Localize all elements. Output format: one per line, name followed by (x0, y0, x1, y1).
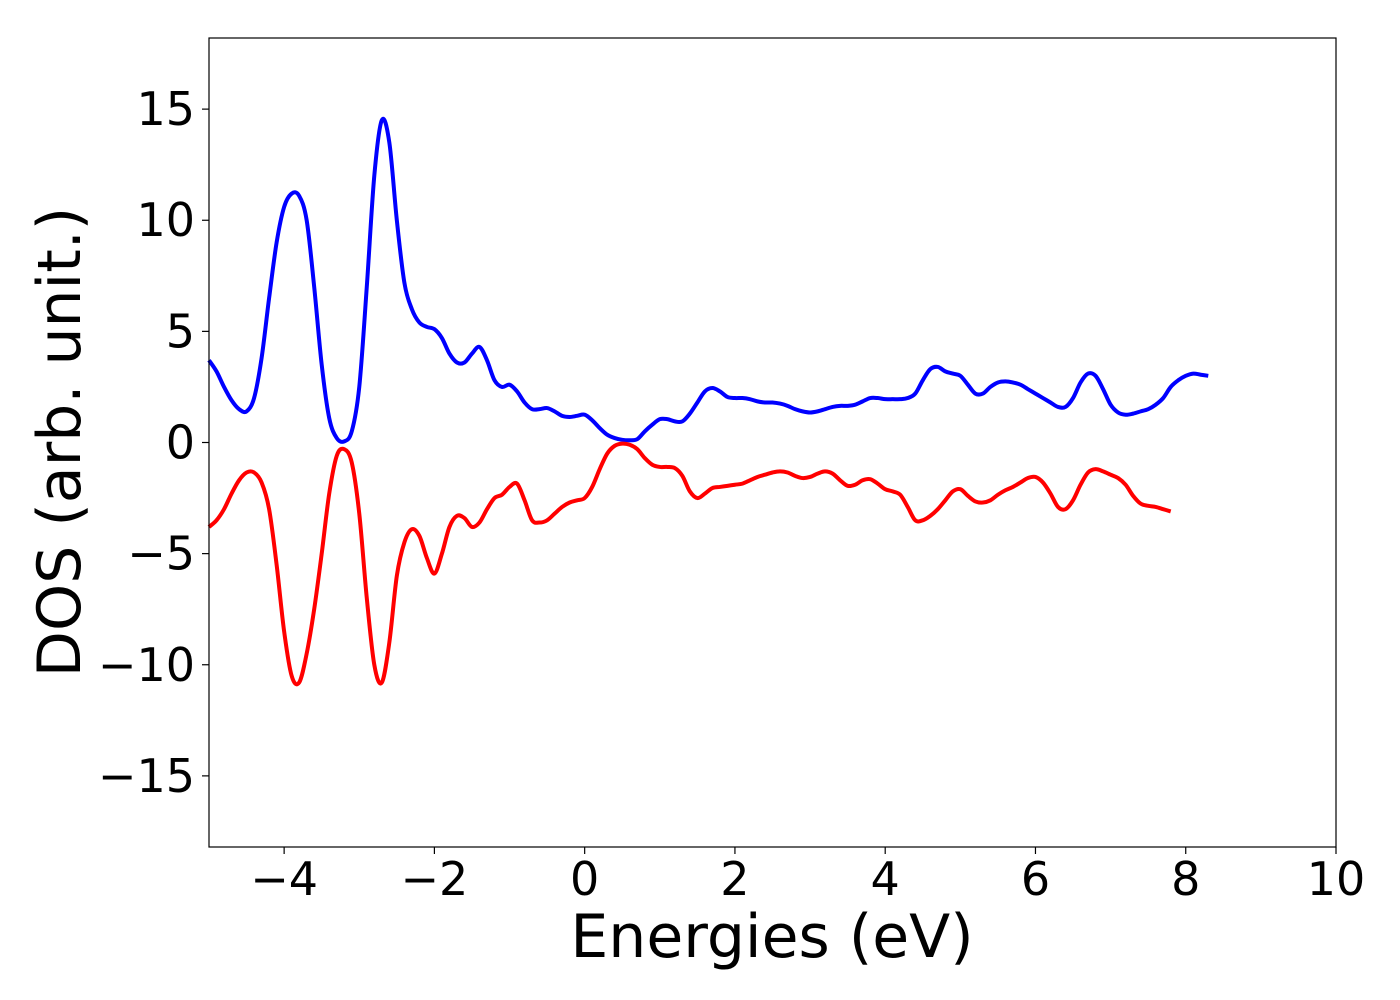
y-tick-label: −15 (98, 749, 195, 803)
x-tick-label: 4 (871, 852, 900, 906)
y-tick-label: 5 (166, 304, 195, 358)
x-axis-ticks: −4 −2 0 2 4 6 8 10 (250, 847, 1365, 906)
x-tick-label: −4 (250, 852, 318, 906)
x-tick-label: 8 (1171, 852, 1200, 906)
plot-frame (208, 37, 1337, 848)
y-tick-label: −5 (127, 527, 195, 581)
blue-dos-line (207, 116, 1209, 444)
red-dos-line (207, 441, 1172, 687)
y-tick-label: −10 (98, 638, 195, 692)
x-axis-label: Energies (eV) (570, 902, 973, 972)
x-tick-label: −2 (400, 852, 468, 906)
x-tick-label: 2 (720, 852, 749, 906)
y-axis-label: DOS (arb. unit.) (25, 207, 95, 677)
y-tick-label: 15 (136, 82, 195, 136)
series-layer (207, 116, 1209, 687)
y-tick-label: 10 (136, 193, 195, 247)
y-axis-ticks: 15 10 5 0 −5 −10 −15 (98, 82, 209, 803)
y-tick-label: 0 (166, 416, 195, 470)
x-tick-label: 6 (1021, 852, 1050, 906)
x-tick-label: 0 (570, 852, 599, 906)
x-tick-label: 10 (1307, 852, 1366, 906)
